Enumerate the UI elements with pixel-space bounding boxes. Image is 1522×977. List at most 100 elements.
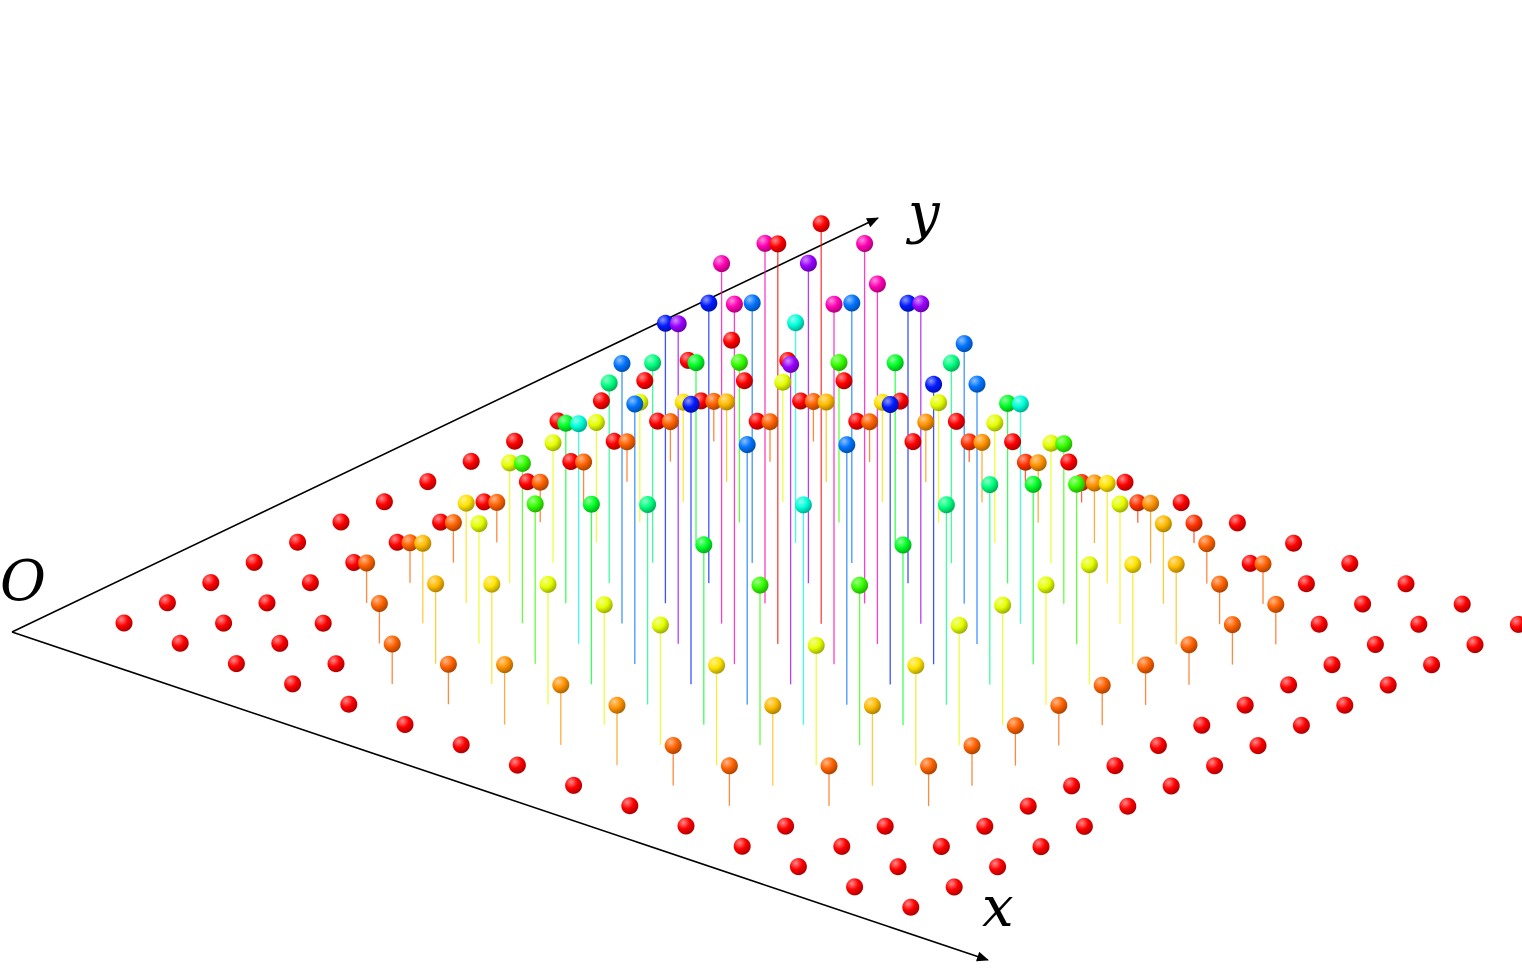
lattice-sphere <box>608 696 626 714</box>
lattice-sphere <box>751 576 769 594</box>
lattice-sphere <box>1341 555 1359 572</box>
lattice-sphere <box>820 757 838 775</box>
lattice-sphere <box>1285 534 1303 552</box>
lattice-sphere <box>708 656 726 674</box>
lattice-sphere <box>764 697 782 715</box>
lattice-sphere <box>981 476 999 494</box>
lattice-sphere <box>907 657 925 674</box>
lattice-sphere <box>1080 556 1098 574</box>
lattice-sphere <box>748 412 766 430</box>
lattice-sphere <box>986 414 1004 432</box>
lattice-sphere <box>735 372 753 390</box>
lattice-sphere <box>462 452 480 470</box>
lattice-sphere <box>1167 555 1185 573</box>
lattice-sphere <box>215 614 233 632</box>
x-axis-label: x <box>982 875 1014 940</box>
lattice-sphere <box>1037 576 1055 594</box>
lattice-sphere <box>388 533 406 551</box>
lattice-sphere <box>439 655 457 673</box>
lattice-sphere <box>1180 636 1198 654</box>
lattice-sphere <box>1193 716 1211 734</box>
lattice-sphere <box>1223 616 1241 634</box>
origin-label: O <box>0 549 46 614</box>
lattice-sphere <box>621 797 639 815</box>
lattice-sphere <box>651 616 669 634</box>
lattice-sphere <box>718 393 736 411</box>
lattice-sphere <box>960 433 978 451</box>
lattice-sphere <box>1006 717 1024 735</box>
lattice-sphere <box>570 415 588 433</box>
lattice-sphere <box>1068 475 1086 493</box>
lattice-sphere <box>1198 535 1216 553</box>
lattice-sphere <box>664 737 682 754</box>
lattice-sphere <box>1075 817 1093 835</box>
lattice-sphere <box>825 295 843 313</box>
lattice-sphere <box>730 353 748 371</box>
lattice-sphere <box>1297 575 1315 593</box>
lattice-sphere <box>370 595 388 612</box>
lattice-sphere <box>327 655 345 673</box>
y-axis-label: y <box>905 181 941 246</box>
lattice-sphere <box>942 354 960 372</box>
lattice-sphere <box>1050 696 1068 714</box>
lattice-sphere <box>1453 595 1471 613</box>
lattice-sphere <box>649 412 667 430</box>
lattice-sphere <box>1172 494 1190 512</box>
lattice-sphere <box>1354 595 1372 613</box>
lattice-sphere <box>289 533 307 551</box>
lattice-sphere <box>452 736 470 754</box>
lattice-sphere <box>999 394 1017 412</box>
lattice-sphere <box>1124 556 1142 573</box>
lattice-sphere <box>1011 395 1029 413</box>
lattice-sphere <box>789 858 807 876</box>
lattice-sphere <box>396 716 414 733</box>
lattice-sphere <box>618 433 636 451</box>
lattice-sphere <box>792 392 810 410</box>
lattice-sphere <box>508 756 526 774</box>
lattice-sphere <box>506 432 524 450</box>
lattice-sphere <box>769 235 787 253</box>
lattice-sphere <box>518 473 536 491</box>
lattice-sphere <box>1211 575 1229 593</box>
lattice-sphere <box>902 898 920 916</box>
lattice-sphere <box>886 354 904 372</box>
lattice-sphere <box>848 412 866 430</box>
lattice-sphere <box>605 432 623 450</box>
lattice-sphere <box>1055 435 1073 453</box>
lattice-sphere <box>595 596 613 614</box>
lattice-sphere <box>950 616 968 634</box>
lattice-sphere <box>894 536 912 554</box>
lattice-sphere <box>804 393 822 410</box>
lattice-sphere <box>889 858 907 876</box>
lattice-sphere <box>419 473 437 491</box>
lattice-sphere <box>565 776 583 794</box>
lattice-sphere <box>830 354 848 371</box>
lattice-sphere <box>258 594 276 612</box>
lattice-sphere <box>947 412 965 430</box>
lattice-sphere <box>799 254 817 272</box>
lattice-sphere <box>1280 676 1298 694</box>
lattice-sphere <box>738 436 756 454</box>
lattice-sphere <box>284 675 302 693</box>
lattice-sphere <box>1116 473 1134 491</box>
lattice-sphere <box>994 596 1012 614</box>
lattice-sphere <box>557 414 575 432</box>
lattice-sphere <box>955 335 973 353</box>
lattice-sphere <box>401 534 419 552</box>
lattice-sphere <box>158 594 176 612</box>
lattice-sphere <box>332 513 350 531</box>
lattice-sphere <box>782 355 800 373</box>
lattice-sphere <box>817 393 835 411</box>
lattice-sphere <box>917 413 935 431</box>
lattice-sphere <box>1016 453 1034 471</box>
lattice-sphere <box>457 494 475 512</box>
lattice-sphere <box>1379 676 1397 694</box>
lattice-sphere <box>945 878 963 896</box>
lattice-sphere <box>314 614 332 632</box>
lattice-sphere <box>932 838 950 855</box>
lattice-sphere <box>856 235 874 252</box>
lattice-sphere <box>227 655 245 673</box>
lattice-sphere <box>930 394 948 412</box>
lattice-sphere <box>787 314 805 332</box>
lattice-sphere <box>868 275 886 293</box>
